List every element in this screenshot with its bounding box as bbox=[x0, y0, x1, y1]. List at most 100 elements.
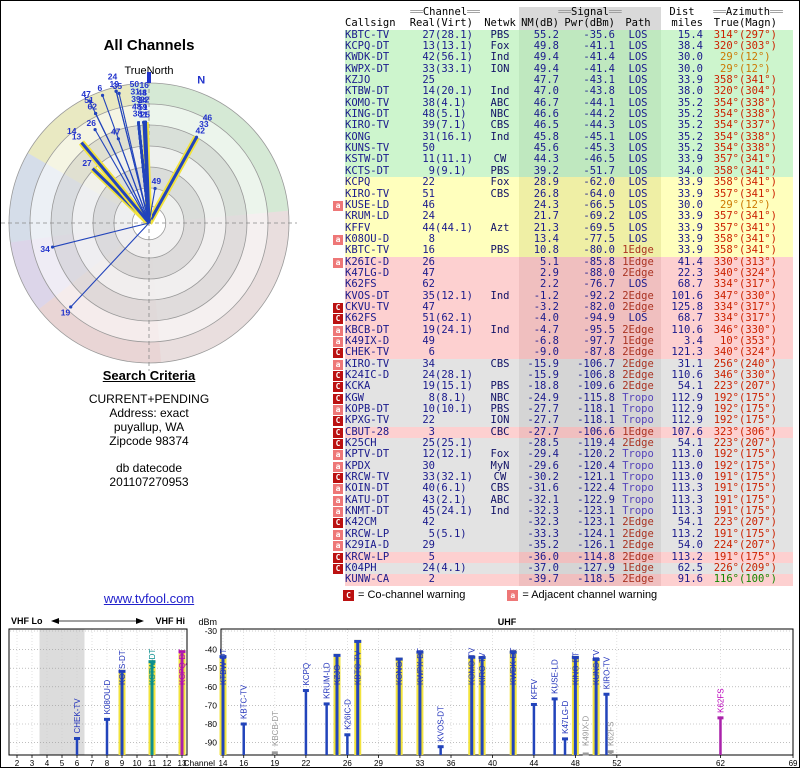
path-cell: LOS bbox=[615, 131, 661, 144]
noise-margin-cell: 21.7 bbox=[519, 211, 559, 223]
signal-bar-cap bbox=[603, 692, 610, 696]
signal-bar-cap bbox=[148, 660, 156, 664]
azimuth-magnetic-cell: (330°) bbox=[739, 370, 793, 382]
callsign-cell: KTBW-DT bbox=[345, 86, 409, 98]
real-channel-cell: 10 bbox=[409, 404, 435, 416]
distance-cell: 15.4 bbox=[661, 29, 703, 42]
azimuth-true-cell: 354° bbox=[703, 97, 739, 110]
dbm-tick-label: -90 bbox=[205, 738, 218, 748]
warning-cell: a bbox=[331, 324, 345, 336]
station-row: KCPQ 22 Fox 28.9 -62.0 LOS 33.9 358° (341°) bbox=[331, 177, 793, 189]
real-channel-cell: 22 bbox=[409, 177, 435, 189]
path-cell: 2Edge bbox=[615, 551, 661, 563]
tvfool-link[interactable]: www.tvfool.com bbox=[103, 591, 195, 606]
virtual-channel-cell bbox=[435, 415, 481, 427]
real-channel-cell: 25 bbox=[409, 75, 435, 87]
station-bar-label: KCPQ-DT bbox=[178, 649, 187, 685]
azimuth-magnetic-cell: (338°) bbox=[739, 131, 793, 144]
azimuth-true-cell: 347° bbox=[703, 290, 739, 302]
signal-bar-cap bbox=[717, 716, 724, 720]
table-group-header: ══Azimuth══ bbox=[713, 7, 783, 18]
warning-cell bbox=[331, 41, 345, 53]
noise-margin-cell: -39.7 bbox=[519, 574, 559, 586]
power-cell: -94.9 bbox=[559, 313, 615, 325]
azimuth-true-cell: 354° bbox=[703, 143, 739, 155]
station-row: KWDK-DT 42 (56.1) Ind 49.4 -41.4 LOS 30.0 29° (12… bbox=[331, 52, 793, 64]
signal-bar-cap bbox=[104, 717, 110, 721]
signal-bar bbox=[563, 738, 567, 755]
co-channel-warning-badge: C bbox=[333, 563, 343, 574]
station-row: a K29IA-D 29 -35.2 -126.1 2Edge 54.0 224° (207°) bbox=[331, 540, 793, 552]
station-row: KSTW-DT 11 (11.1) CW 44.3 -46.5 LOS 33.9 357° (34… bbox=[331, 154, 793, 166]
virtual-channel-cell bbox=[435, 211, 481, 223]
station-row: a KOPB-DT 10 (10.1) PBS -27.7 -118.1 Tropo 112.9… bbox=[331, 404, 793, 416]
distance-cell: 33.9 bbox=[661, 154, 703, 166]
real-channel-cell: 16 bbox=[409, 245, 435, 257]
virtual-channel-cell bbox=[435, 199, 481, 212]
azimuth-magnetic-cell: (175°) bbox=[739, 483, 793, 495]
warning-cell: a bbox=[331, 540, 345, 552]
callsign-cell: KONG bbox=[345, 131, 409, 144]
callsign-cell: K62FS bbox=[345, 313, 409, 325]
warning-cell bbox=[331, 154, 345, 166]
warning-cell: a bbox=[331, 199, 345, 212]
warning-cell: C bbox=[331, 347, 345, 359]
virtual-channel-cell: (33.1) bbox=[435, 63, 481, 76]
station-row: C K25CH 25 (25.1) -28.5 -119.4 2Edge 54.1 223° (2… bbox=[331, 438, 793, 450]
channel-tick-label: 4 bbox=[45, 759, 50, 768]
azimuth-true-cell: 314° bbox=[703, 29, 739, 42]
radar-spoke bbox=[102, 95, 150, 224]
channel-tick-label: 44 bbox=[529, 759, 538, 768]
co-channel-warning-badge: C bbox=[333, 518, 343, 529]
radar-channel-label: 6 bbox=[98, 83, 103, 93]
warning-cell: C bbox=[331, 301, 345, 314]
path-cell: 2Edge bbox=[615, 517, 661, 529]
radar-channel-label: 9 bbox=[143, 102, 148, 112]
path-cell: LOS bbox=[615, 86, 661, 98]
azimuth-magnetic-cell: (175°) bbox=[739, 528, 793, 541]
network-cell bbox=[481, 551, 519, 563]
real-channel-cell: 29 bbox=[409, 540, 435, 552]
network-cell bbox=[481, 335, 519, 348]
station-row: KBTC-TV 16 PBS 10.8 -80.0 1Edge 33.9 358° (341°) bbox=[331, 245, 793, 257]
azimuth-true-cell: 358° bbox=[703, 245, 739, 257]
channel-tick-label: 40 bbox=[488, 759, 497, 768]
radar-channel-label: 19 bbox=[61, 308, 71, 318]
radar-channel-label: 39 bbox=[131, 94, 141, 104]
station-bar-label: KCTS-DT bbox=[118, 650, 127, 685]
warning-cell bbox=[331, 52, 345, 64]
radar-channel-label: 51 bbox=[84, 95, 94, 105]
warning-cell: a bbox=[331, 404, 345, 416]
noise-margin-cell: -18.8 bbox=[519, 381, 559, 393]
azimuth-true-cell: 357° bbox=[703, 154, 739, 166]
path-cell: Tropo bbox=[615, 404, 661, 416]
signal-bar bbox=[180, 651, 184, 755]
station-row: C KGW 8 (8.1) NBC -24.9 -115.8 Tropo 112.9 192° (1… bbox=[331, 392, 793, 405]
distance-cell: 91.6 bbox=[661, 574, 703, 586]
virtual-channel-cell: (12.1) bbox=[435, 290, 481, 302]
network-cell bbox=[481, 540, 519, 552]
station-bar-label: K62FS bbox=[716, 688, 725, 712]
virtual-channel-cell: (16.1) bbox=[435, 131, 481, 144]
channel-tick-label: 26 bbox=[343, 759, 352, 768]
azimuth-true-cell: 354° bbox=[703, 120, 739, 132]
virtual-channel-cell: (9.1) bbox=[435, 165, 481, 178]
real-channel-cell: 25 bbox=[409, 438, 435, 450]
station-row: a KATU-DT 43 (2.1) ABC -32.1 -122.9 Tropo 113.3 1… bbox=[331, 494, 793, 507]
noise-margin-cell: -32.3 bbox=[519, 517, 559, 529]
callsign-cell: KING-DT bbox=[345, 109, 409, 121]
noise-margin-cell: -31.6 bbox=[519, 483, 559, 495]
tvfool-link-wrap: www.tvfool.com bbox=[11, 591, 287, 606]
warning-cell bbox=[331, 222, 345, 234]
path-cell: LOS bbox=[615, 41, 661, 53]
callsign-cell: KCTS-DT bbox=[345, 165, 409, 178]
real-channel-cell: 24 bbox=[409, 211, 435, 223]
channel-tick-label: 8 bbox=[105, 759, 110, 768]
radar-title: All Channels bbox=[103, 37, 195, 54]
azimuth-true-cell: 358° bbox=[703, 233, 739, 246]
path-cell: 2Edge bbox=[615, 290, 661, 302]
distance-cell: 54.1 bbox=[661, 517, 703, 529]
network-cell bbox=[481, 528, 519, 541]
network-cell: Fox bbox=[481, 177, 519, 189]
warning-cell bbox=[331, 109, 345, 121]
